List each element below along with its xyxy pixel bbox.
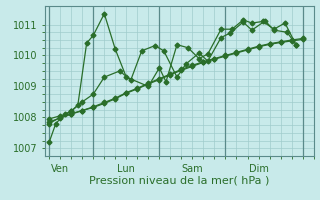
X-axis label: Pression niveau de la mer( hPa ): Pression niveau de la mer( hPa ) <box>89 175 269 185</box>
